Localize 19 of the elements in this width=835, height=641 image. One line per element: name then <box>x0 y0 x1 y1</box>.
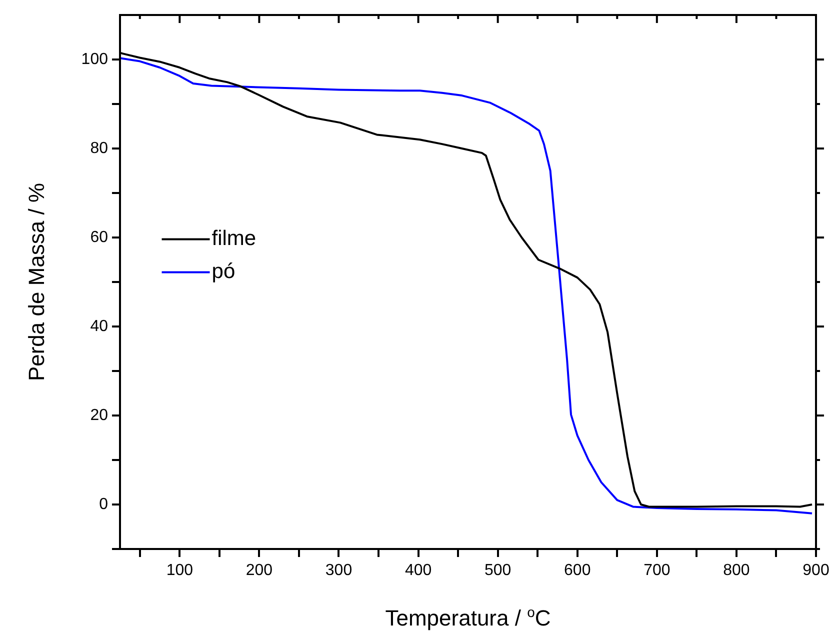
x-tick-label: 600 <box>564 562 591 580</box>
y-axis-title: Perda de Massa / % <box>24 182 50 382</box>
x-tick-label: 700 <box>644 562 670 580</box>
x-axis-title: Temperatura / $^{o}$C <box>384 604 552 632</box>
x-tick-label: 500 <box>484 562 512 580</box>
x-tick-label: 200 <box>246 562 273 580</box>
y-tick-label: 100 <box>81 50 108 68</box>
y-tick-label: 60 <box>90 228 108 246</box>
y-tick-label: 80 <box>90 140 108 157</box>
x-tick-label: 800 <box>723 562 750 580</box>
legend-label: pó <box>212 260 236 284</box>
y-tick-label: 40 <box>90 318 108 335</box>
y-tick-label: 20 <box>90 406 108 424</box>
x-tick-label: 100 <box>166 562 194 580</box>
legend-label: filme <box>212 227 256 250</box>
x-tick-label: 300 <box>325 562 352 580</box>
x-tick-label: 400 <box>404 562 432 580</box>
x-tick-label: 900 <box>802 562 830 580</box>
y-tick-label: 0 <box>99 496 108 513</box>
